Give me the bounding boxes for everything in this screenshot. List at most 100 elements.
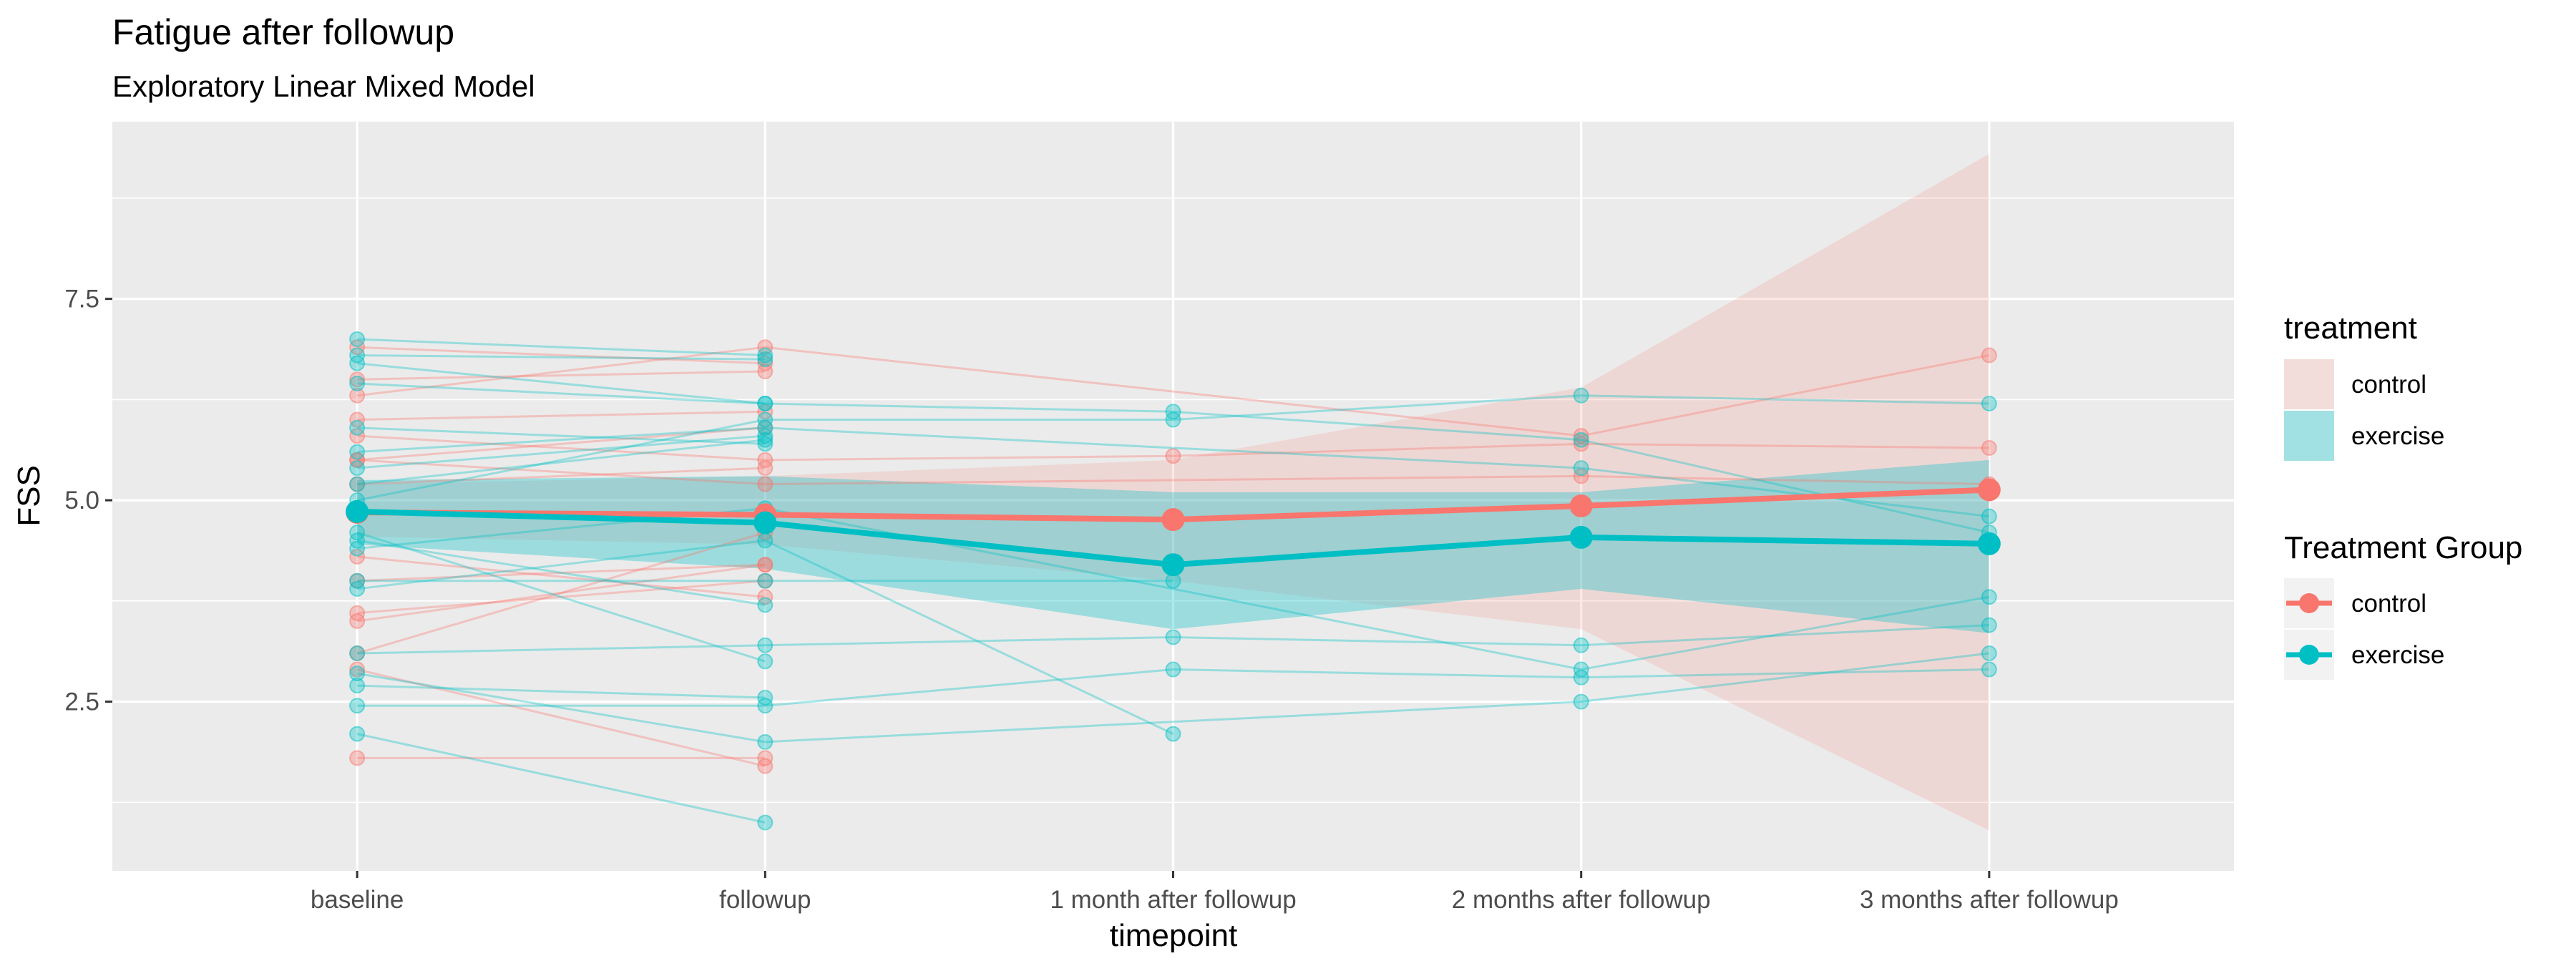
trajectory-point	[349, 572, 366, 589]
trajectory-point	[1165, 404, 1181, 420]
legend-group-key-point-exercise	[2299, 645, 2319, 665]
trajectory-point	[349, 678, 366, 694]
x-tick-label-3: 2 months after followup	[1452, 886, 1711, 914]
legend-group-label-exercise: exercise	[2351, 641, 2444, 669]
trajectory-segment	[356, 346, 766, 397]
trajectory-point	[349, 355, 366, 371]
trajectory-point	[757, 532, 774, 549]
trajectory-segment	[765, 346, 1581, 437]
trajectory-17	[349, 375, 1997, 541]
trajectory-segment	[1581, 394, 1989, 405]
trajectory-point	[757, 758, 774, 774]
trajectory-point	[1165, 448, 1181, 464]
trajectory-segment	[764, 540, 1174, 735]
trajectory-8	[349, 661, 774, 774]
trajectory-point	[757, 557, 774, 573]
trajectory-segment	[1173, 410, 1581, 441]
legend-treatment-label-exercise: exercise	[2351, 422, 2444, 450]
individual-trajectories	[349, 331, 1997, 831]
trajectory-12	[349, 452, 1997, 492]
trajectory-segment	[357, 644, 766, 655]
trajectory-segment	[1581, 668, 1989, 679]
mean-point-exercise-2	[1161, 553, 1185, 577]
legend-treatment-key-exercise	[2284, 411, 2334, 461]
trajectory-segment	[356, 672, 766, 743]
trajectory-segment	[357, 467, 766, 486]
trajectory-5	[349, 557, 774, 589]
trajectory-point	[349, 452, 366, 468]
trajectory-point	[349, 750, 366, 766]
trajectory-point	[1573, 387, 1589, 404]
mean-point-exercise-3	[1569, 525, 1593, 549]
trajectory-segment	[356, 733, 766, 824]
trajectory-segment	[357, 459, 766, 486]
trajectory-16	[349, 347, 774, 368]
trajectory-point	[757, 452, 774, 468]
trajectory-point	[349, 444, 366, 460]
trajectory-point	[349, 339, 366, 356]
trajectory-point	[349, 476, 366, 492]
trajectory-segment	[1581, 442, 1989, 449]
trajectory-point	[1165, 726, 1181, 742]
trajectory-segment	[356, 362, 766, 405]
trajectory-20	[349, 525, 774, 670]
trajectory-segment	[1173, 394, 1581, 421]
trajectory-19	[349, 428, 774, 477]
y-axis: 2.5 5.0 7.5	[64, 286, 112, 716]
trajectory-3	[349, 404, 774, 428]
y-tick-label-1: 5.0	[64, 487, 99, 514]
trajectory-6	[349, 572, 774, 621]
trajectory-point	[349, 387, 366, 404]
mean-lines	[346, 478, 2001, 577]
x-axis-title: timepoint	[1110, 918, 1238, 953]
trajectory-point	[757, 698, 774, 714]
trajectory-segment	[765, 636, 1174, 647]
trajectory-point	[1981, 661, 1997, 678]
trajectory-segment	[356, 580, 766, 615]
x-tick-label-2: 1 month after followup	[1050, 886, 1296, 914]
trajectory-segment	[765, 402, 1174, 413]
trajectory-point	[349, 661, 366, 678]
legend-treatment-group-title: Treatment Group	[2284, 530, 2522, 565]
trajectory-13	[349, 339, 1997, 444]
trajectory-point	[1573, 468, 1589, 484]
trajectory-point	[1573, 661, 1589, 678]
legend-group-label-control: control	[2351, 590, 2426, 618]
trajectory-point	[1573, 431, 1589, 448]
trajectory-segment	[357, 434, 766, 462]
mean-point-control-2	[1161, 508, 1185, 532]
trajectory-point	[757, 637, 774, 653]
trajectory-point	[757, 476, 774, 492]
trajectory-point	[349, 665, 366, 682]
trajectory-segment	[356, 531, 766, 655]
mean-point-exercise-1	[753, 511, 777, 535]
trajectory-segment	[356, 539, 766, 590]
trajectory-14	[349, 548, 774, 605]
trajectory-point	[1573, 637, 1589, 653]
trajectory-segment	[357, 684, 766, 699]
y-tick-label-0: 2.5	[64, 688, 99, 716]
trajectory-point	[757, 347, 774, 364]
trajectory-0	[349, 339, 774, 371]
trajectory-point	[757, 396, 774, 412]
trajectory-point	[757, 460, 774, 477]
trajectory-point	[1981, 508, 1997, 525]
trajectory-point	[757, 750, 774, 766]
trajectory-4	[349, 460, 774, 492]
trajectory-33	[349, 431, 774, 492]
trajectory-22	[349, 661, 1997, 714]
legend-treatment-key-control	[2284, 359, 2334, 409]
trajectory-point	[757, 689, 774, 706]
trajectory-segment	[1173, 668, 1581, 679]
legend-treatment-title: treatment	[2284, 311, 2417, 346]
trajectory-segment	[1173, 636, 1581, 647]
trajectory-point	[1165, 411, 1181, 428]
x-tick-label-0: baseline	[311, 886, 404, 914]
trajectory-point	[757, 814, 774, 831]
chart-subtitle: Exploratory Linear Mixed Model	[112, 69, 535, 103]
y-tick-label-2: 7.5	[64, 286, 99, 313]
trajectory-point	[757, 572, 774, 589]
trajectory-point	[757, 351, 774, 368]
trajectory-point	[1981, 589, 1997, 605]
trajectory-segment	[356, 434, 766, 469]
